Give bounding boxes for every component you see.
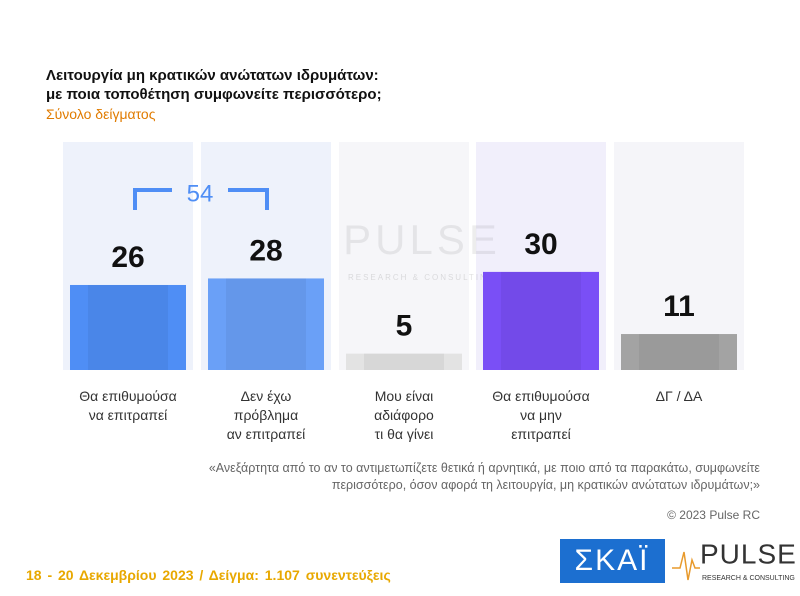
- footer: 18 - 20 Δεκεμβρίου 2023 / Δείγμα: 1.107 …: [26, 567, 391, 583]
- skai-logo: ΣΚΑΪ: [575, 544, 650, 577]
- bar-shade: [501, 271, 581, 370]
- bar-shade: [364, 353, 444, 370]
- column-background: [614, 142, 744, 370]
- category-label: Δεν έχω πρόβλημα αν επιτραπεί: [226, 388, 306, 442]
- category-label: ΔΓ / ΔΑ: [655, 388, 703, 404]
- value-label: 26: [111, 241, 144, 274]
- copyright: © 2023 Pulse RC: [667, 508, 760, 522]
- bar-shade: [226, 278, 306, 370]
- value-label: 28: [249, 234, 282, 267]
- pulse-tagline: RESEARCH & CONSULTING: [702, 575, 795, 582]
- bar: [70, 284, 186, 370]
- bar: [483, 271, 599, 370]
- annotation: 54: [187, 180, 214, 207]
- value-label: 5: [396, 310, 413, 343]
- category-label: Μου είναι αδιάφορο τι θα γίνει: [374, 388, 434, 442]
- skai-logo-box: [560, 539, 665, 583]
- column-background: [339, 142, 469, 370]
- bar: [208, 278, 324, 370]
- value-label: 11: [663, 290, 695, 323]
- bar-shade: [88, 284, 168, 370]
- category-label: Θα επιθυμούσα να μην επιτραπεί: [492, 388, 590, 442]
- pulse-logo: PULSE: [700, 538, 797, 569]
- value-label: 30: [524, 228, 557, 261]
- watermark: PULSE: [343, 216, 501, 263]
- bar: [346, 353, 462, 370]
- category-label: Θα επιθυμούσα να επιτραπεί: [79, 388, 177, 423]
- chart-title: Λειτουργία μη κρατικών ανώτατων ιδρυμάτω…: [46, 67, 382, 103]
- pulse-wave: [672, 551, 700, 581]
- bar: [621, 334, 737, 370]
- question-note: «Ανεξάρτητα από το αν το αντιμετωπίζετε …: [208, 461, 760, 492]
- watermark-tagline: RESEARCH & CONSULTING: [348, 273, 496, 282]
- bar-shade: [639, 334, 719, 370]
- bracket: [133, 188, 269, 210]
- chart-subtitle: Σύνολο δείγματος: [46, 106, 156, 122]
